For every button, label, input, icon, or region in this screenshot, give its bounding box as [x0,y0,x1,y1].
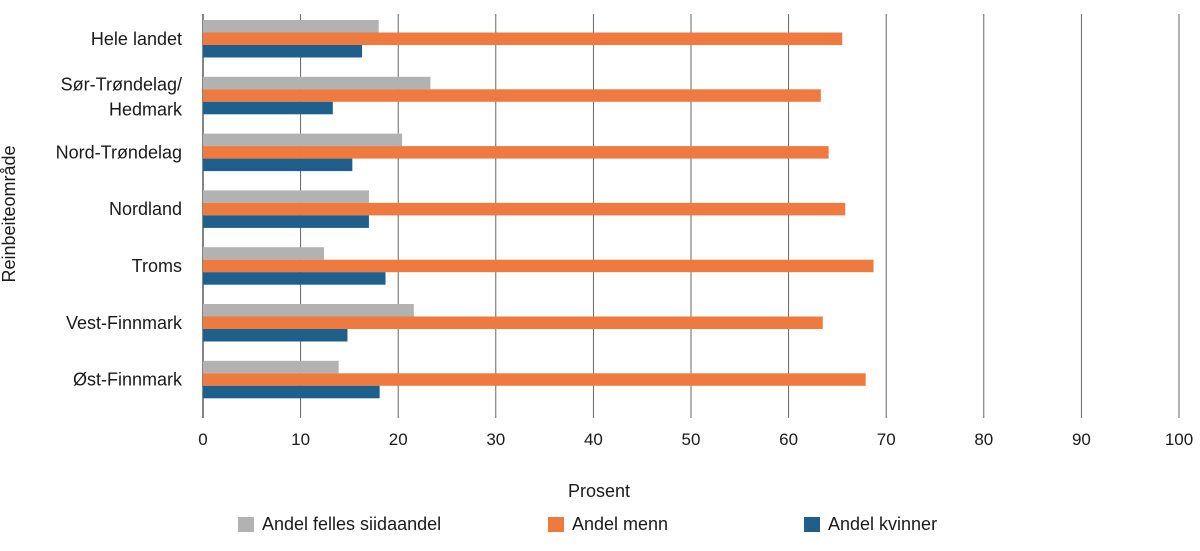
legend-label: Andel kvinner [828,514,937,534]
bar [203,247,325,260]
category-label: Vest-Finnmark [66,313,183,333]
bar [203,133,403,147]
bar [203,385,380,399]
bar [203,360,339,374]
bar [203,76,431,90]
x-tick-label: 60 [779,430,798,449]
x-tick-label: 80 [974,430,993,449]
x-axis-title: Prosent [568,481,630,501]
bar [203,89,821,102]
bar [203,158,353,172]
category-label: Nord-Trøndelag [56,142,182,162]
x-tick-label: 70 [877,430,896,449]
x-tick-labels: 0 10 20 30 40 50 60 70 80 90 100 [198,430,1193,449]
x-tick-label: 50 [682,430,701,449]
legend-label: Andel menn [572,514,668,534]
bar [203,373,866,386]
legend-swatch [548,517,564,532]
legend: Andel felles siidaandel Andel menn Andel k… [238,514,937,534]
category-label: Øst-Finnmark [73,370,183,390]
bar [203,32,843,45]
bar [203,329,348,342]
bar [203,20,379,33]
bar [203,259,874,273]
x-tick-label: 30 [486,430,505,449]
legend-swatch [804,517,820,532]
bar [203,304,414,317]
category-label: Hele landet [91,29,182,49]
legend-swatch [238,517,254,532]
x-tick-label: 40 [584,430,603,449]
bar [203,45,363,58]
bar [203,146,829,159]
x-tick-label: 90 [1072,430,1091,449]
bar [203,101,333,115]
bar [203,190,369,203]
category-label: Troms [132,256,182,276]
bar [203,316,823,329]
bars [203,20,874,399]
bar [203,272,386,285]
category-label: Nordland [109,199,182,219]
category-labels: Hele landet Sør-Trøndelag/Hedmark Nord-Trø… [56,29,183,390]
x-tick-label: 0 [198,430,207,449]
x-tick-label: 100 [1165,430,1193,449]
bar [203,202,846,216]
bar [203,215,369,228]
x-tick-label: 10 [291,430,310,449]
category-label: Sør-Trøndelag/Hedmark [61,75,183,120]
legend-label: Andel felles siidaandel [262,514,441,534]
y-axis-title: Reinbeiteområde [0,145,19,282]
x-tick-label: 20 [389,430,408,449]
